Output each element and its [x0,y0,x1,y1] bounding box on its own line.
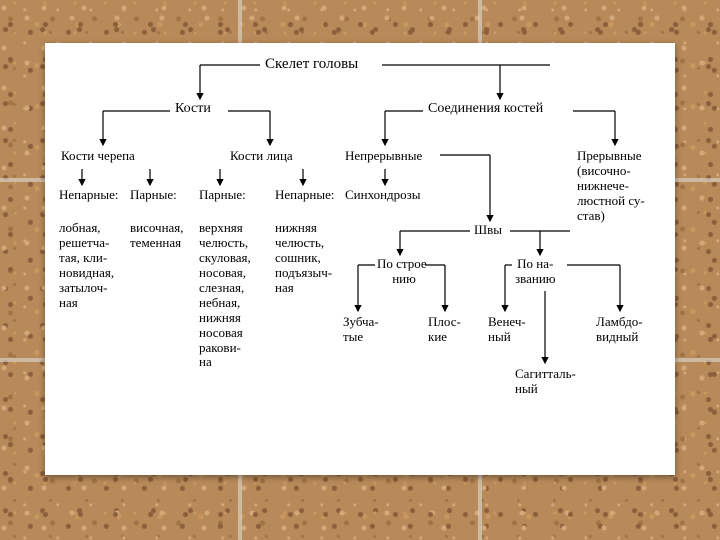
node-root: Скелет головы [265,56,358,73]
node-skull-paired-hdr: Парные: [130,188,177,203]
node-sutures: Швы [474,223,502,238]
node-face-unpaired-list: нижняя челюсть, сошник, подъязыч- ная [275,221,332,296]
node-discontinuous: Прерывные (височно- нижнече- люстной су-… [577,149,645,224]
node-lambdoid: Ламбдо- видный [596,315,643,345]
node-by-name: По на- званию [515,257,556,287]
node-continuous: Непрерывные [345,149,422,164]
node-skull-paired-list: височная, теменная [130,221,184,251]
node-skull-unpaired-list: лобная, решетча- тая, кли- новидная, зат… [59,221,114,311]
node-synchondroses: Синхондрозы [345,188,421,203]
node-flat: Плос- кие [428,315,461,345]
tree-connectors [45,43,675,475]
node-sagittal: Сагитталь- ный [515,367,576,397]
node-face-unpaired-hdr: Непарные: [275,188,334,203]
node-bones: Кости [175,101,211,117]
diagram-panel: Скелет головы Кости Соединения костей Ко… [45,43,675,475]
node-face-paired-hdr: Парные: [199,188,246,203]
node-skull-bones: Кости черепа [61,149,135,164]
node-serrated: Зубча- тые [343,315,379,345]
node-face-bones: Кости лица [230,149,293,164]
node-joints: Соединения костей [428,101,543,117]
node-face-paired-list: верхняя челюсть, скуловая, носовая, слез… [199,221,251,370]
node-coronal: Венеч- ный [488,315,526,345]
node-by-structure: По строе- нию [377,257,431,287]
node-skull-unpaired-hdr: Непарные: [59,188,118,203]
